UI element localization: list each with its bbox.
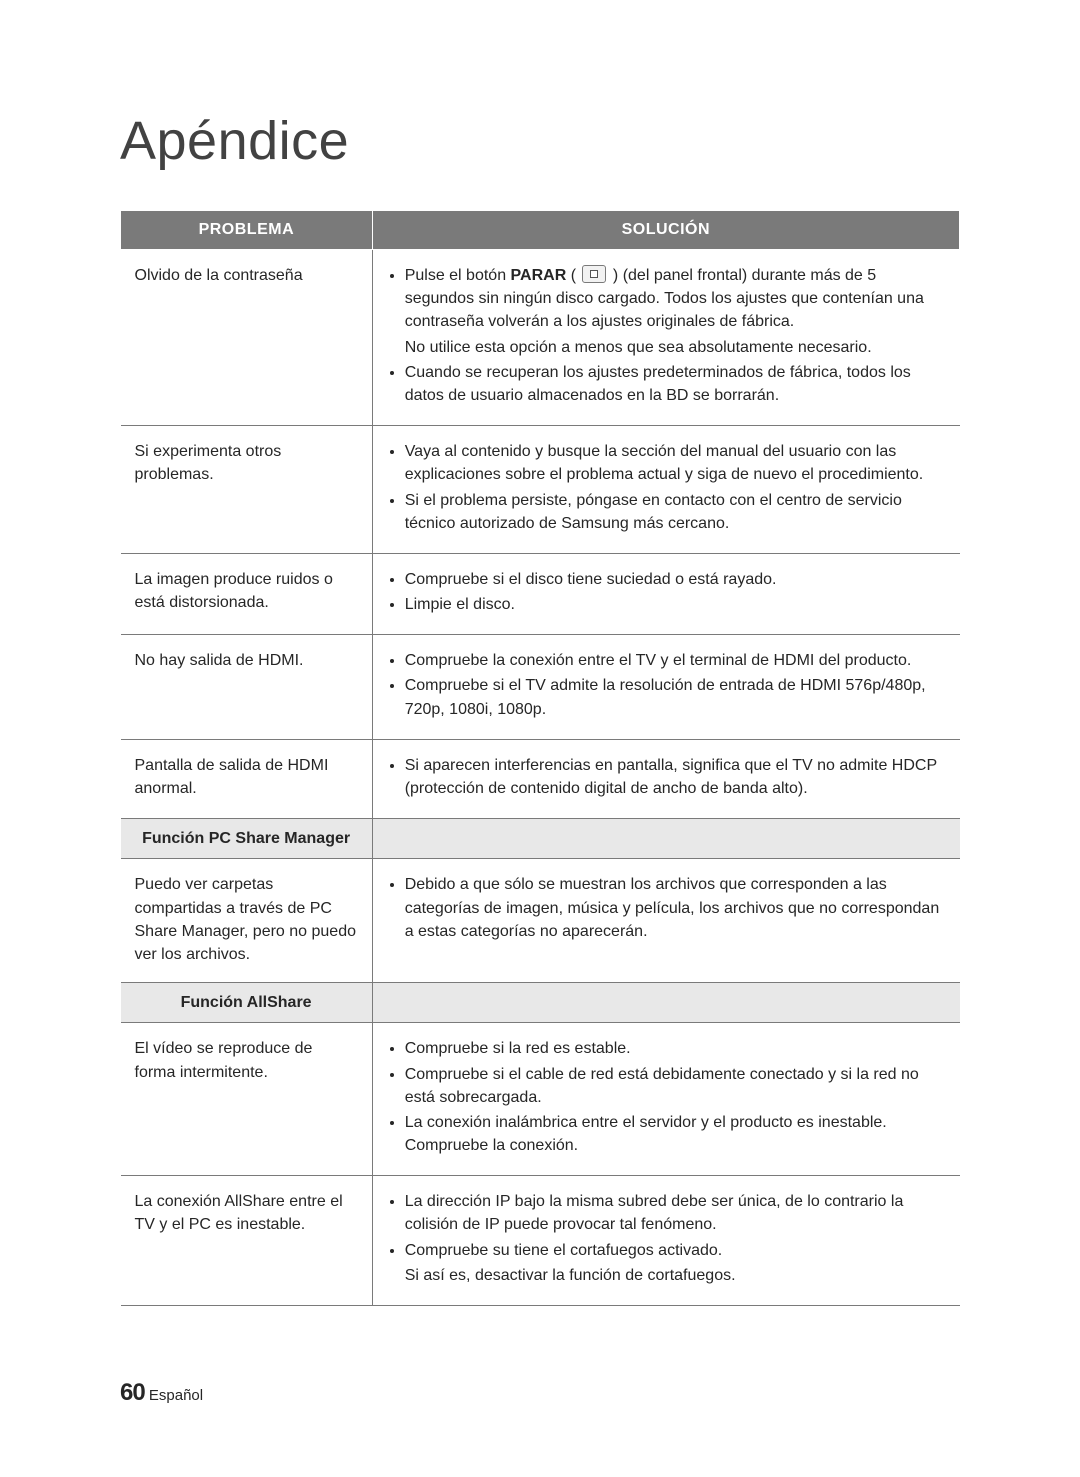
- solution-item: Compruebe si el cable de red está debida…: [405, 1063, 946, 1109]
- solution-cell: Compruebe si la red es estable. Compruebe…: [372, 1023, 959, 1176]
- page-language: Español: [149, 1387, 203, 1404]
- section-label: Función PC Share Manager: [121, 819, 373, 859]
- solution-item: Compruebe si el TV admite la resolución …: [405, 674, 946, 720]
- solution-list: Compruebe si la red es estable. Compruebe…: [387, 1037, 946, 1157]
- table-row: No hay salida de HDMI. Compruebe la conex…: [121, 635, 960, 740]
- page-number: 60: [120, 1379, 145, 1406]
- problem-cell: El vídeo se reproduce de forma intermite…: [121, 1023, 373, 1176]
- solution-item: Vaya al contenido y busque la sección de…: [405, 440, 946, 486]
- solution-cell: Compruebe la conexión entre el TV y el t…: [372, 635, 959, 740]
- solution-item: Si el problema persiste, póngase en cont…: [405, 489, 946, 535]
- problem-cell: No hay salida de HDMI.: [121, 635, 373, 740]
- section-empty: [372, 983, 959, 1023]
- solution-cell: Debido a que sólo se muestran los archiv…: [372, 859, 959, 983]
- header-problem: PROBLEMA: [121, 211, 373, 250]
- solution-list: Pulse el botón PARAR ( ) (del panel fron…: [387, 264, 946, 407]
- solution-cell: Si aparecen interferencias en pantalla, …: [372, 739, 959, 818]
- section-row: Función PC Share Manager: [121, 819, 960, 859]
- table-row: Pantalla de salida de HDMI anormal. Si ap…: [121, 739, 960, 818]
- solution-item: Compruebe la conexión entre el TV y el t…: [405, 649, 946, 672]
- problem-cell: Olvido de la contraseña: [121, 250, 373, 426]
- problem-cell: La imagen produce ruidos o está distorsi…: [121, 553, 373, 634]
- solution-cell: Pulse el botón PARAR ( ) (del panel fron…: [372, 250, 959, 426]
- problem-cell: Si experimenta otros problemas.: [121, 426, 373, 554]
- solution-list: Vaya al contenido y busque la sección de…: [387, 440, 946, 535]
- section-row: Función AllShare: [121, 983, 960, 1023]
- problem-cell: Puedo ver carpetas compartidas a través …: [121, 859, 373, 983]
- table-header-row: PROBLEMA SOLUCIÓN: [121, 211, 960, 250]
- table-row: La conexión AllShare entre el TV y el PC…: [121, 1176, 960, 1306]
- table-row: Puedo ver carpetas compartidas a través …: [121, 859, 960, 983]
- table-row: Olvido de la contraseña Pulse el botón PA…: [121, 250, 960, 426]
- solution-list: Compruebe la conexión entre el TV y el t…: [387, 649, 946, 721]
- solution-item: Debido a que sólo se muestran los archiv…: [405, 873, 946, 943]
- solution-cell: La dirección IP bajo la misma subred deb…: [372, 1176, 959, 1306]
- solution-list: La dirección IP bajo la misma subred deb…: [387, 1190, 946, 1287]
- solution-cell: Vaya al contenido y busque la sección de…: [372, 426, 959, 554]
- manual-page: Apéndice PROBLEMA SOLUCIÓN Olvido de la …: [0, 0, 1080, 1306]
- table-row: Si experimenta otros problemas. Vaya al c…: [121, 426, 960, 554]
- solution-item: Compruebe si la red es estable.: [405, 1037, 946, 1060]
- solution-list: Compruebe si el disco tiene suciedad o e…: [387, 568, 946, 616]
- problem-cell: La conexión AllShare entre el TV y el PC…: [121, 1176, 373, 1306]
- solution-item: Si aparecen interferencias en pantalla, …: [405, 754, 946, 800]
- page-title: Apéndice: [120, 110, 960, 172]
- solution-item: Compruebe si el disco tiene suciedad o e…: [405, 568, 946, 591]
- solution-list: Si aparecen interferencias en pantalla, …: [387, 754, 946, 800]
- troubleshoot-table: PROBLEMA SOLUCIÓN Olvido de la contraseñ…: [120, 210, 960, 1306]
- section-empty: [372, 819, 959, 859]
- page-footer: 60 Español: [120, 1379, 203, 1407]
- header-solution: SOLUCIÓN: [372, 211, 959, 250]
- solution-item: La conexión inalámbrica entre el servido…: [405, 1111, 946, 1157]
- solution-item: Pulse el botón PARAR ( ) (del panel fron…: [405, 264, 946, 359]
- solution-cell: Compruebe si el disco tiene suciedad o e…: [372, 553, 959, 634]
- table-row: La imagen produce ruidos o está distorsi…: [121, 553, 960, 634]
- solution-item: Cuando se recuperan los ajustes predeter…: [405, 361, 946, 407]
- stop-icon: [582, 265, 606, 283]
- solution-item: Limpie el disco.: [405, 593, 946, 616]
- table-row: El vídeo se reproduce de forma intermite…: [121, 1023, 960, 1176]
- section-label: Función AllShare: [121, 983, 373, 1023]
- solution-item: La dirección IP bajo la misma subred deb…: [405, 1190, 946, 1236]
- problem-cell: Pantalla de salida de HDMI anormal.: [121, 739, 373, 818]
- solution-list: Debido a que sólo se muestran los archiv…: [387, 873, 946, 943]
- solution-item: Compruebe su tiene el cortafuegos activa…: [405, 1239, 946, 1287]
